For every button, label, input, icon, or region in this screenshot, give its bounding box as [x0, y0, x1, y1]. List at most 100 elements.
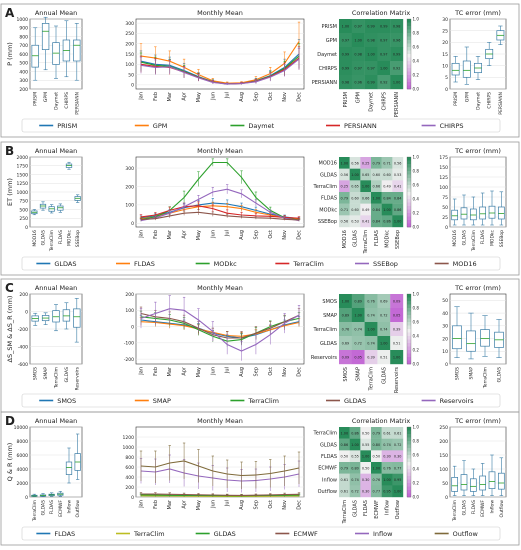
x-tick-label: Jan	[139, 500, 145, 509]
y-tick-label: 0	[131, 221, 134, 227]
y-tick-label: 40	[442, 311, 448, 317]
y-tick-label: 20	[442, 336, 448, 342]
corr-cell	[371, 450, 382, 463]
corr-value: 0.89	[354, 300, 362, 304]
colorbar-segment	[407, 54, 411, 58]
legend-label: TerraClim	[292, 260, 324, 268]
colorbar-segment	[407, 75, 411, 79]
legend-label: FLDAS	[134, 260, 155, 268]
x-tick-label: TerraClim	[483, 367, 489, 389]
corr-cell	[381, 438, 393, 451]
annual-mean: Annual Mean 0 2000 4000 6000 8000 10000 TerraCl…	[14, 417, 83, 522]
colorbar-tick: 1.0	[413, 425, 420, 430]
corr-value: 0.55	[351, 455, 359, 459]
x-tick-label: PERSIANN	[498, 92, 504, 115]
corr-value: 0.97	[380, 39, 388, 43]
y-tick-label: 0	[131, 324, 134, 330]
y-tick-label: 100	[439, 467, 448, 473]
x-tick-label: SMOS	[455, 367, 461, 380]
corr-value: 0.99	[380, 25, 388, 29]
corr-cell	[392, 450, 404, 463]
corr-cell	[377, 19, 391, 34]
panel-frame	[0, 3, 520, 138]
colorbar-segment	[407, 68, 411, 72]
corr-cell	[381, 192, 393, 204]
y-tick-label: 0	[445, 362, 448, 368]
y-tick-label: 600	[125, 465, 134, 471]
corr-cell	[360, 485, 372, 498]
y-tick-label: 150	[125, 52, 134, 58]
corr-cell	[339, 75, 352, 90]
corr-value: 0.99	[342, 67, 350, 71]
legend-label: FLDAS	[54, 530, 75, 538]
colorbar-segment	[407, 171, 411, 175]
col-label: SSEBop	[395, 230, 401, 249]
y-tick-label: 25	[442, 215, 448, 221]
corr-cell	[364, 61, 378, 76]
x-tick-label: Dec	[297, 500, 303, 510]
corr-cell	[371, 485, 382, 498]
y-tick-label: 1000	[17, 17, 29, 23]
corr-cell	[360, 203, 372, 216]
corr-value: 0.74	[367, 342, 375, 346]
corr-value: 0.50	[362, 431, 370, 435]
x-tick-label: Nov	[282, 500, 288, 510]
corr-cell	[377, 33, 391, 48]
colorbar-segment	[407, 448, 411, 452]
colorbar-segment	[407, 174, 411, 179]
monthly-mean: Monthly Mean -200 -100 0 100 200 Jan Feb Mar Apr M…	[124, 284, 305, 377]
y-tick-label: 800	[19, 34, 28, 40]
corr-value: 0.89	[342, 314, 350, 318]
y-tick-label: 1000	[123, 445, 135, 451]
corr-cell	[360, 438, 372, 451]
corr-cell	[349, 203, 361, 216]
col-label: Daymet	[369, 92, 375, 112]
colorbar-segment	[407, 181, 411, 186]
panel-A: AP (mm)Annual Mean2003004005006007008009…	[0, 3, 520, 138]
correlation-matrix: 1.00 0.89 0.76 0.69 0.09 SMOS SMOS 0.89 1.00 0.74…	[311, 292, 419, 394]
colorbar-segment	[407, 178, 411, 182]
corr-value: 0.49	[383, 185, 391, 189]
monthly-mean: Monthly Mean 0 50 100 150 200 250 300 Jan Feb Mar A…	[125, 9, 305, 102]
corr-title: Correlation Matrix	[352, 417, 411, 425]
corr-cell	[377, 61, 391, 76]
legend-label: ECMWF	[293, 530, 318, 538]
corr-cell	[377, 294, 391, 309]
box	[479, 475, 487, 491]
x-tick-label: Jun	[210, 500, 216, 509]
tc-error-title: TC error (mm)	[454, 417, 501, 425]
corr-value: 1.00	[373, 196, 381, 200]
colorbar-segment	[407, 85, 411, 90]
row-label: MOD16	[319, 161, 337, 167]
y-tick-label: 0	[25, 309, 28, 315]
corr-cell	[390, 336, 404, 351]
colorbar-segment	[407, 167, 411, 172]
colorbar-segment	[407, 185, 411, 189]
corr-cell	[381, 203, 393, 216]
col-label: FLDAS	[363, 500, 369, 516]
corr-value: 0.84	[373, 208, 381, 212]
colorbar-tick: 0.8	[413, 306, 420, 311]
y-tick-label: 750	[19, 199, 28, 205]
series-chirps	[139, 48, 301, 85]
tc-error-axes	[449, 426, 507, 498]
corr-cell	[339, 47, 352, 62]
colorbar-segment	[407, 357, 411, 361]
corr-cell	[371, 157, 382, 169]
corr-value: 0.74	[354, 328, 362, 332]
corr-value: 1.00	[373, 466, 381, 470]
corr-value: 0.98	[367, 39, 375, 43]
y-tick-label: 25	[442, 28, 448, 34]
corr-cell	[339, 192, 350, 204]
y-tick-label: 0	[25, 225, 28, 231]
box	[460, 474, 468, 491]
col-label: GLDAS	[381, 367, 387, 384]
colorbar-segment	[407, 192, 411, 196]
corr-cell	[392, 438, 404, 451]
legend-frame	[21, 393, 501, 408]
col-label: GPM	[356, 92, 362, 103]
box	[31, 44, 39, 68]
x-tick-label: GLDAS	[462, 230, 468, 245]
annual-mean: Annual Mean -600 -400 -200 0 200 SMOS SMAP Terra…	[18, 284, 83, 391]
legend: PRISM GPM Daymet PERSIANN CHIRPS	[21, 118, 501, 133]
